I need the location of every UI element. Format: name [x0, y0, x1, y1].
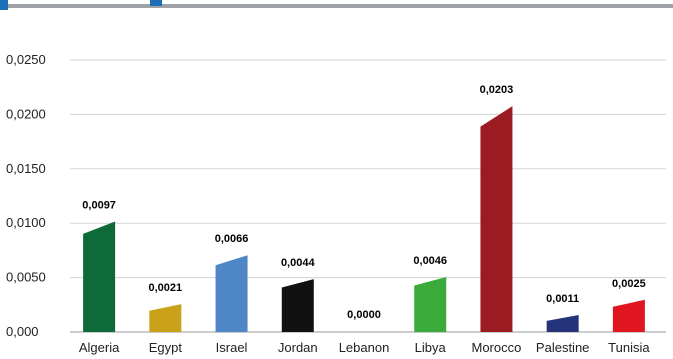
data-label: 0,0000: [347, 309, 381, 321]
x-category-label: Algeria: [79, 340, 120, 355]
data-label: 0,0025: [612, 278, 646, 290]
bar-egypt: [149, 304, 182, 332]
y-tick-label: 0,0250: [6, 52, 46, 67]
x-category-label: Egypt: [149, 340, 183, 355]
x-category-label: Palestine: [536, 340, 589, 355]
x-axis-category-labels: Algeria Egypt Israel Jordan Lebanon Libya Moro…: [79, 340, 650, 355]
bar-israel: [215, 255, 248, 332]
data-label: 0,0011: [546, 293, 579, 305]
bar-tunisia: [612, 299, 645, 332]
x-category-label: Israel: [216, 340, 248, 355]
x-category-label: Libya: [415, 340, 447, 355]
data-labels: 0,0097 0,0021 0,0066 0,0044 0,0000 0,0046 0,02…: [82, 84, 645, 321]
y-tick-label: 0,0050: [6, 270, 46, 285]
data-label: 0,0066: [215, 233, 249, 245]
data-label: 0,0097: [82, 199, 116, 211]
bar-jordan: [281, 279, 314, 332]
header-accent-mark: [150, 0, 162, 6]
data-label: 0,0021: [149, 282, 183, 294]
x-category-label: Tunisia: [608, 340, 650, 355]
header-divider: [0, 4, 673, 8]
top-rule: [0, 0, 673, 12]
bar-libya: [414, 276, 447, 332]
x-category-label: Lebanon: [339, 340, 390, 355]
y-tick-label: 0,0150: [6, 161, 46, 176]
bars: [83, 106, 645, 332]
bar-palestine: [546, 315, 579, 332]
bar-morocco: [480, 106, 513, 332]
data-label: 0,0203: [480, 84, 514, 96]
x-category-label: Morocco: [472, 340, 522, 355]
y-tick-label: 0,0200: [6, 106, 46, 121]
header-accent: [0, 0, 8, 10]
x-category-label: Jordan: [278, 340, 318, 355]
y-tick-label: 0,000: [6, 324, 39, 339]
data-label: 0,0044: [281, 257, 316, 269]
y-axis-tick-labels: 0,000 0,0050 0,0100 0,0150 0,0200 0,0250: [6, 52, 46, 339]
y-tick-label: 0,0100: [6, 215, 46, 230]
data-label: 0,0046: [413, 255, 447, 267]
bar-algeria: [83, 221, 116, 332]
